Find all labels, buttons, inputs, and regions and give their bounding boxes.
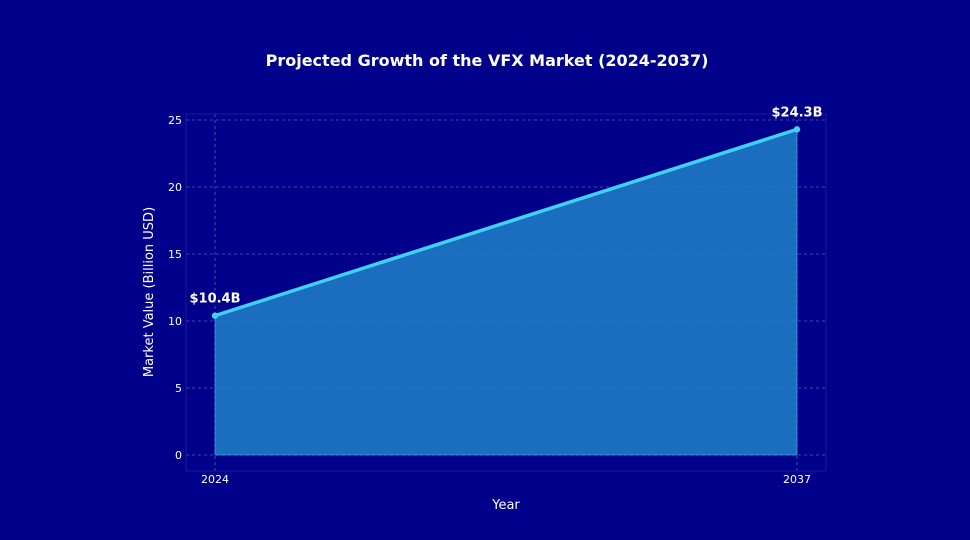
series-lines xyxy=(213,127,799,318)
data-labels: $10.4B $24.3B xyxy=(189,105,822,306)
x-axis-ticks: 2024 2037 xyxy=(201,473,811,486)
y-tick-label: 5 xyxy=(175,382,182,395)
plot-frame xyxy=(185,113,827,472)
area-fill xyxy=(214,128,798,456)
y-axis-label: Market Value (Billion USD) xyxy=(142,207,157,377)
data-label: $10.4B xyxy=(189,292,240,307)
y-tick-label: 15 xyxy=(168,248,182,261)
y-tick-label: 20 xyxy=(168,181,182,194)
y-axis-ticks: 0 5 10 15 20 25 xyxy=(168,114,182,462)
x-axis-label: Year xyxy=(491,498,520,513)
plot-border xyxy=(185,113,827,472)
data-point xyxy=(793,126,801,133)
data-label: $24.3B xyxy=(771,105,822,120)
y-tick-label: 25 xyxy=(168,114,182,127)
y-tick-label: 10 xyxy=(168,315,182,328)
chart-title: Projected Growth of the VFX Market (2024… xyxy=(266,51,709,70)
series-area xyxy=(214,128,798,456)
x-tick-label: 2037 xyxy=(783,473,811,486)
data-point xyxy=(211,312,219,319)
series-line xyxy=(213,127,799,318)
data-points xyxy=(211,126,801,319)
x-tick-label: 2024 xyxy=(201,473,229,486)
y-tick-label: 0 xyxy=(175,449,182,462)
